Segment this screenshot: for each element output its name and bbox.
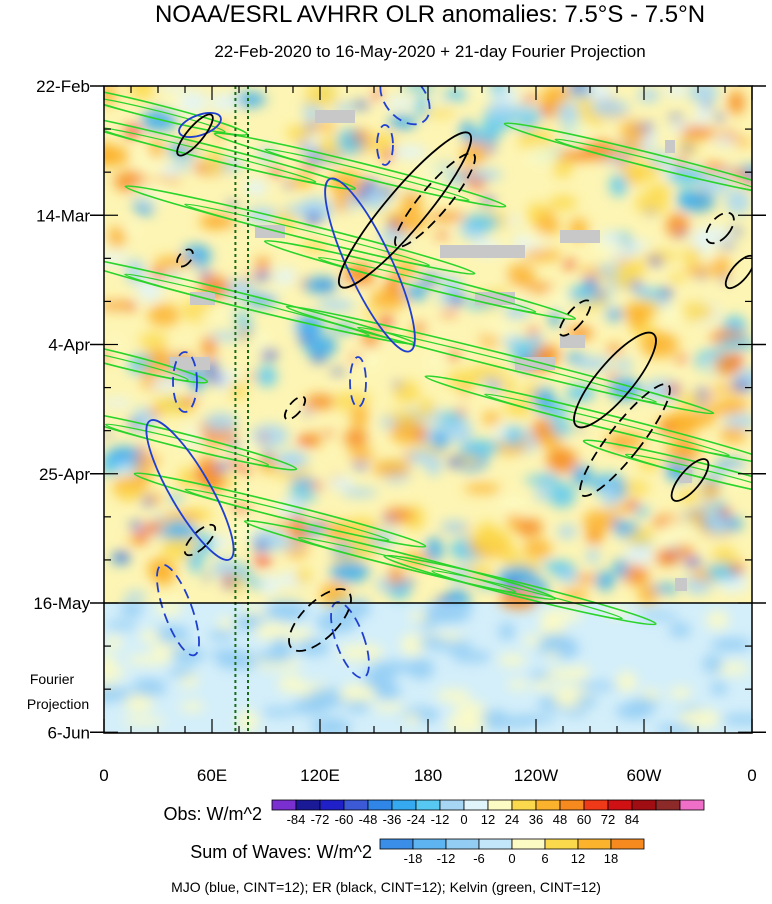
legend-tick-label: 72	[601, 812, 615, 827]
legend-color-box	[445, 838, 480, 850]
legend-color-box	[367, 799, 393, 811]
y-tick-label: 6-Jun	[47, 723, 90, 742]
x-tick-label: 60W	[627, 766, 662, 785]
y-tick-label: 25-Apr	[39, 465, 90, 484]
legend-color-box	[607, 799, 633, 811]
legend-color-box	[610, 838, 645, 850]
olr-anomaly-shading	[104, 86, 752, 733]
legend-tick-label: 12	[571, 851, 585, 866]
y-axis: 22-Feb 14-Mar 4-Apr 25-Apr 16-May 6-Jun	[33, 77, 766, 742]
projection-label-line2: Projection	[27, 696, 89, 712]
x-tick-label: 0	[747, 766, 756, 785]
x-tick-label: 180	[414, 766, 442, 785]
legend-color-box	[295, 799, 321, 811]
y-tick-label: 4-Apr	[48, 336, 90, 355]
x-tick-label: 120E	[300, 766, 340, 785]
legend-color-box	[379, 838, 414, 850]
legend-tick-label: 0	[460, 812, 467, 827]
chart-subtitle: 22-Feb-2020 to 16-May-2020 + 21-day Four…	[214, 42, 645, 61]
legend-color-box	[412, 838, 447, 850]
legend-color-box	[439, 799, 465, 811]
waves-legend-label: Sum of Waves: W/m^2	[190, 842, 372, 862]
x-tick-label: 60E	[197, 766, 227, 785]
legend-tick-label: -18	[404, 851, 423, 866]
legend-tick-label: -60	[335, 812, 354, 827]
legend-color-box	[391, 799, 417, 811]
legend-tick-label: 6	[541, 851, 548, 866]
legend-color-box	[559, 799, 585, 811]
legend-tick-label: -12	[431, 812, 450, 827]
legend-color-box	[271, 799, 297, 811]
legend-color-box	[631, 799, 657, 811]
legend-color-box	[343, 799, 369, 811]
y-tick-label: 22-Feb	[36, 77, 90, 96]
contour-note: MJO (blue, CINT=12); ER (black, CINT=12)…	[171, 879, 601, 895]
legend-tick-label: -84	[287, 812, 306, 827]
legend-tick-label: -48	[359, 812, 378, 827]
missing-data-patches	[170, 110, 692, 591]
x-tick-label: 0	[99, 766, 108, 785]
legend-tick-label: 24	[505, 812, 519, 827]
legend-tick-label: -12	[437, 851, 456, 866]
legend-color-box	[511, 799, 537, 811]
er-wave-contours	[176, 113, 752, 652]
legend-color-box	[544, 838, 579, 850]
legend-tick-label: -6	[473, 851, 485, 866]
x-axis: 0 60E 120E 180 120W 60W 0	[99, 86, 757, 785]
legend-color-box	[679, 799, 705, 811]
legend-tick-label: 18	[604, 851, 618, 866]
y-tick-label: 16-May	[33, 594, 90, 613]
x-tick-label: 120W	[514, 766, 558, 785]
legend-tick-label: 36	[529, 812, 543, 827]
legend-tick-label: 0	[508, 851, 515, 866]
legend-color-box	[655, 799, 681, 811]
legend-color-box	[415, 799, 441, 811]
legend-tick-label: -72	[311, 812, 330, 827]
legend-tick-label: 12	[481, 812, 495, 827]
legend-tick-label: 84	[625, 812, 639, 827]
legend-color-box	[511, 838, 546, 850]
waves-legend: Sum of Waves: W/m^2 -18 -12 -6 0 6 12 18	[190, 838, 645, 866]
legend-color-box	[535, 799, 561, 811]
legend-tick-label: 60	[577, 812, 591, 827]
legend-color-box	[583, 799, 609, 811]
legend-color-box	[463, 799, 489, 811]
legend-color-box	[319, 799, 345, 811]
obs-legend: Obs: W/m^2 -84 -72 -60 -48 -36 -24 -12 0 12 24 36 4…	[164, 799, 705, 827]
legend-tick-label: 48	[553, 812, 567, 827]
legend-tick-label: -36	[383, 812, 402, 827]
y-tick-label: 14-Mar	[36, 206, 90, 225]
legend-color-box	[487, 799, 513, 811]
legend-color-box	[577, 838, 612, 850]
legend-tick-label: -24	[407, 812, 426, 827]
obs-legend-label: Obs: W/m^2	[164, 804, 262, 824]
projection-label-line1: Fourier	[30, 671, 75, 687]
legend-color-box	[478, 838, 513, 850]
kelvin-wave-contours	[104, 86, 752, 626]
plot-area	[103, 85, 753, 734]
chart-title: NOAA/ESRL AVHRR OLR anomalies: 7.5°S - 7…	[155, 1, 705, 28]
